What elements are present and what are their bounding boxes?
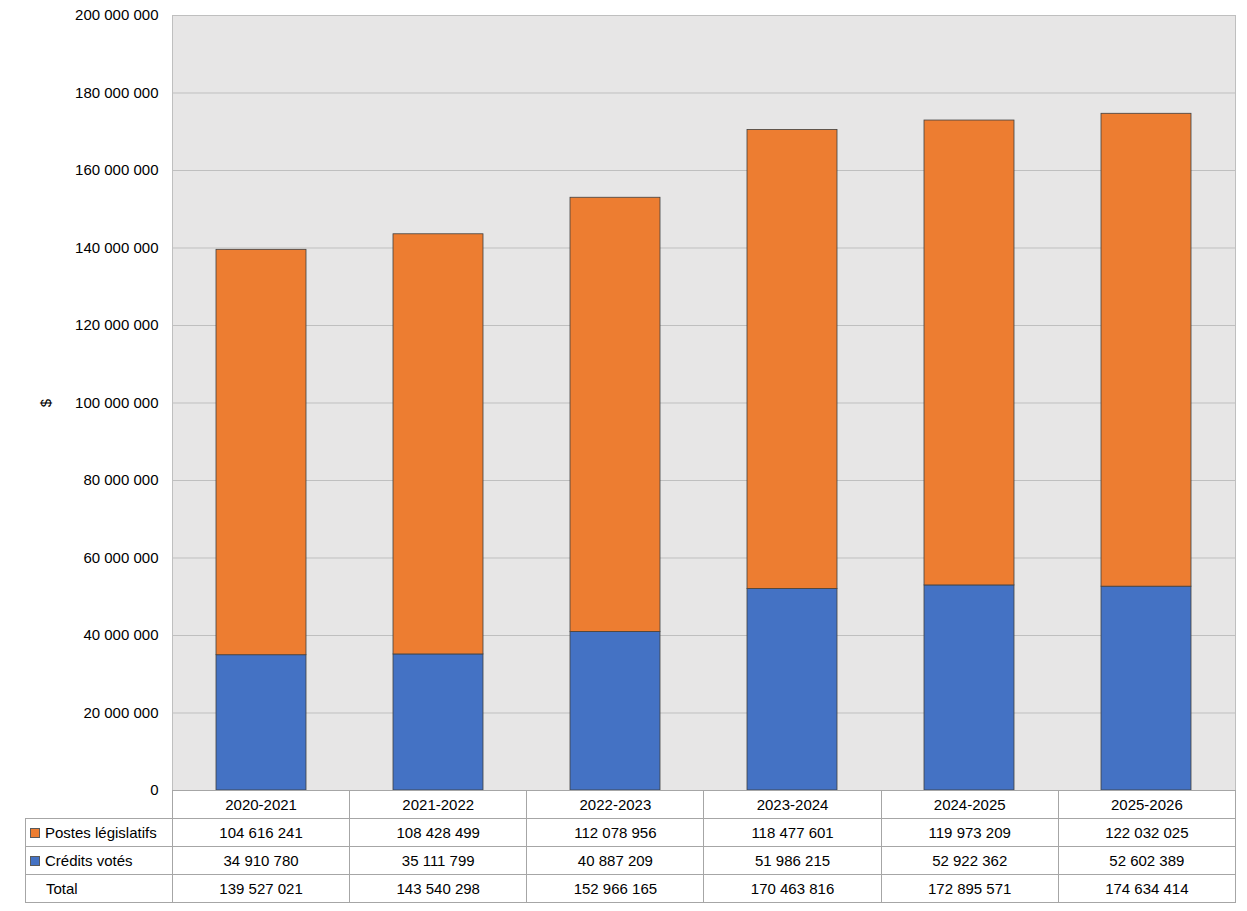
svg-text:80 000 000: 80 000 000 [83,471,158,488]
svg-text:0: 0 [150,781,158,798]
svg-text:200 000 000: 200 000 000 [75,6,158,23]
html-text:174 634 414: 174 634 414 [1105,880,1189,897]
svg-text:120 000 000: 120 000 000 [75,316,158,333]
html-text:Postes législatifs: Postes législatifs [45,824,157,841]
html-text:118 477 601: 118 477 601 [751,824,834,841]
svg-text:140 000 000: 140 000 000 [75,239,158,256]
html-text:139 527 021: 139 527 021 [219,880,303,897]
html-text:52 602 389: 52 602 389 [1109,852,1185,869]
html-text:108 428 499: 108 428 499 [396,824,480,841]
html-text:122 032 025: 122 032 025 [1105,824,1189,841]
html-text:Total: Total [46,880,78,897]
html-text:52 922 362: 52 922 362 [932,852,1008,869]
svg-text:180 000 000: 180 000 000 [75,84,158,101]
html-text:2021-2022: 2021-2022 [402,796,475,813]
html-text:Crédits votés: Crédits votés [45,852,133,869]
html-text:143 540 298: 143 540 298 [396,880,480,897]
html-text:119 973 209: 119 973 209 [928,824,1011,841]
html-text:40 887 209: 40 887 209 [577,852,653,869]
html-text:172 895 571: 172 895 571 [928,880,1012,897]
html-text:104 616 241: 104 616 241 [219,824,303,841]
svg-text:20 000 000: 20 000 000 [83,704,158,721]
html-text:2024-2025: 2024-2025 [933,796,1006,813]
svg-text:60 000 000: 60 000 000 [83,549,158,566]
html-text:51 986 215: 51 986 215 [755,852,831,869]
html-text:112 078 956: 112 078 956 [574,824,657,841]
svg-text:100 000 000: 100 000 000 [75,394,158,411]
html-text:2023-2024: 2023-2024 [756,796,829,813]
html-text:2022-2023: 2022-2023 [579,796,652,813]
html-text:2025-2026: 2025-2026 [1111,796,1183,813]
html-text:170 463 816: 170 463 816 [750,880,835,897]
html-text:152 966 165: 152 966 165 [573,880,658,897]
svg-text:160 000 000: 160 000 000 [75,161,158,178]
html-text:35 111 799: 35 111 799 [401,852,475,869]
svg-text:$: $ [37,398,54,407]
svg-text:40 000 000: 40 000 000 [83,626,158,643]
html-text:34 910 780: 34 910 780 [223,852,299,869]
html-text:2020-2021: 2020-2021 [225,796,297,813]
